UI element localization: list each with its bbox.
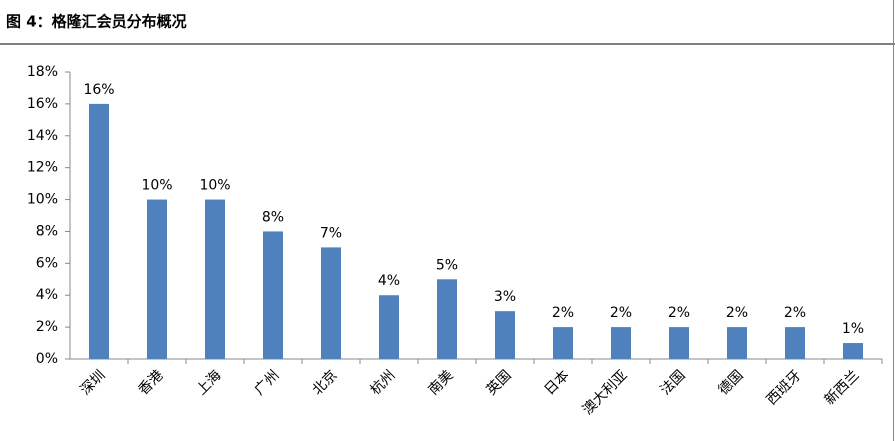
data-label: 2% (668, 305, 690, 321)
x-tick-label: 北京 (310, 367, 341, 398)
bar (263, 231, 283, 359)
x-tick-label: 上海 (194, 367, 225, 398)
x-tick-label: 南美 (426, 367, 457, 398)
data-label: 4% (378, 273, 400, 289)
y-tick-label: 14% (27, 128, 58, 144)
x-tick-label: 英国 (483, 367, 515, 399)
data-label: 2% (784, 305, 806, 321)
y-tick-label: 18% (27, 64, 58, 80)
bar (147, 199, 167, 359)
bar (611, 327, 631, 359)
y-tick-label: 0% (36, 351, 58, 367)
data-label: 3% (494, 289, 516, 305)
bar (843, 343, 863, 359)
bar (89, 103, 109, 359)
bar (321, 247, 341, 359)
bar (785, 327, 805, 359)
x-tick-label: 杭州 (368, 367, 399, 398)
x-tick-label: 德国 (716, 367, 747, 398)
bar (495, 311, 515, 359)
bar (437, 279, 457, 359)
x-tick-label: 澳大利亚 (580, 367, 631, 418)
bar (205, 199, 225, 359)
data-label: 8% (262, 209, 284, 225)
data-label: 16% (83, 82, 114, 98)
y-tick-label: 4% (36, 287, 58, 303)
data-label: 7% (320, 225, 342, 241)
bar (553, 327, 573, 359)
data-label: 2% (552, 305, 574, 321)
x-tick-label: 新西兰 (822, 367, 863, 408)
data-label: 5% (436, 257, 458, 273)
chart-title: 图 4：格隆汇会员分布概况 (6, 13, 187, 31)
x-tick-label: 西班牙 (764, 367, 805, 408)
data-label: 2% (726, 305, 748, 321)
y-tick-label: 12% (27, 160, 58, 176)
bar (379, 295, 399, 359)
data-label: 10% (141, 178, 172, 194)
y-tick-label: 2% (36, 319, 58, 335)
x-tick-label: 法国 (658, 367, 689, 398)
y-tick-label: 16% (27, 96, 58, 112)
x-tick-label: 香港 (136, 367, 167, 398)
bar (669, 327, 689, 359)
x-tick-label: 广州 (252, 367, 283, 398)
x-tick-label: 日本 (542, 367, 573, 398)
bar (727, 327, 747, 359)
data-label: 2% (610, 305, 632, 321)
x-tick-label: 深圳 (78, 367, 109, 398)
y-tick-label: 10% (27, 192, 58, 208)
y-tick-label: 8% (36, 223, 58, 239)
y-tick-label: 6% (36, 255, 58, 271)
data-label: 10% (199, 178, 230, 194)
data-label: 1% (842, 321, 864, 337)
